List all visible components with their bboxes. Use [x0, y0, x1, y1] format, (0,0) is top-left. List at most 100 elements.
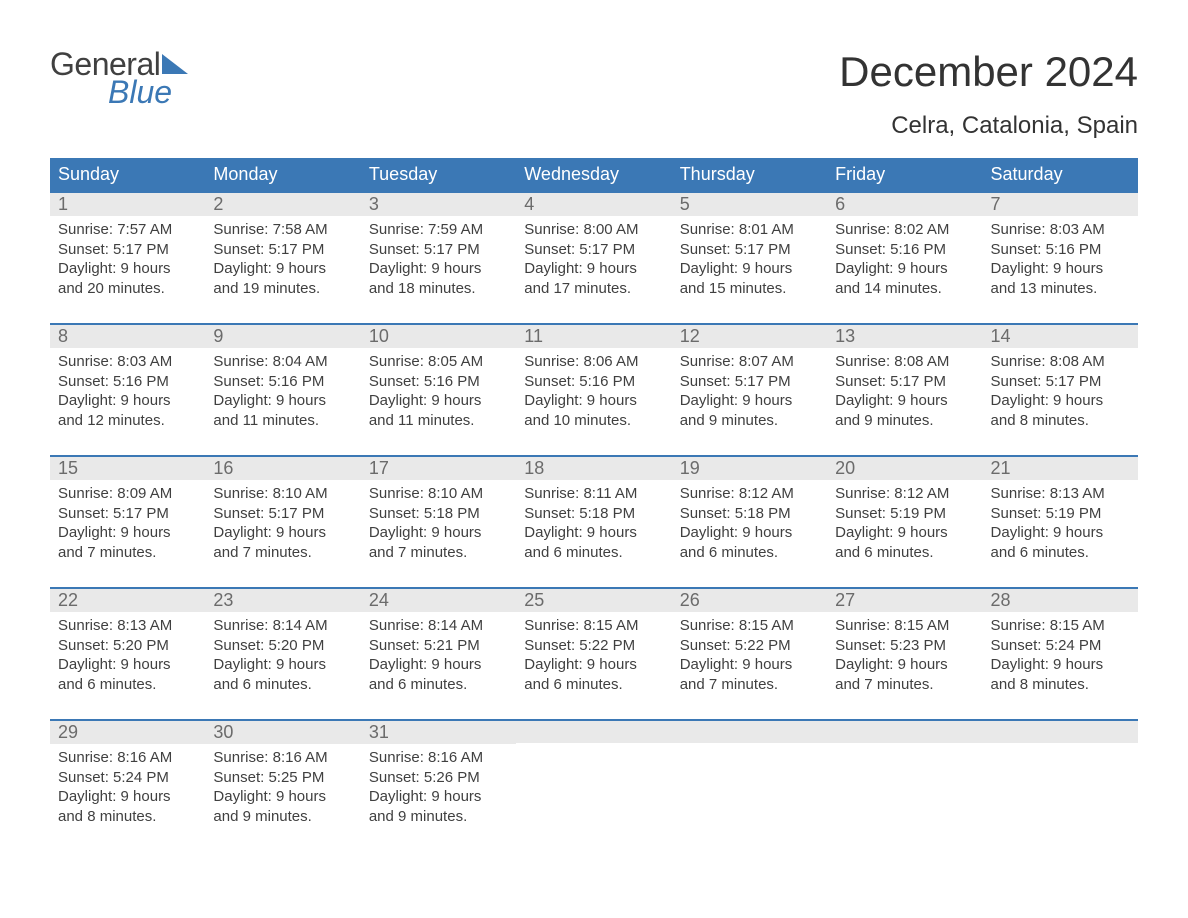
sunset-text: Sunset: 5:16 PM — [58, 372, 199, 392]
daylight-text: Daylight: 9 hours — [213, 787, 354, 807]
sunset-text: Sunset: 5:17 PM — [213, 504, 354, 524]
day-cell: 25Sunrise: 8:15 AMSunset: 5:22 PMDayligh… — [516, 589, 671, 707]
day-number: 10 — [361, 325, 516, 348]
day-cell: 17Sunrise: 8:10 AMSunset: 5:18 PMDayligh… — [361, 457, 516, 575]
daylight-text: and 20 minutes. — [58, 279, 199, 299]
dayheader-sunday: Sunday — [50, 158, 205, 191]
day-number: 27 — [827, 589, 982, 612]
day-cell: 14Sunrise: 8:08 AMSunset: 5:17 PMDayligh… — [983, 325, 1138, 443]
sunset-text: Sunset: 5:16 PM — [524, 372, 665, 392]
daylight-text: Daylight: 9 hours — [835, 391, 976, 411]
day-body: Sunrise: 8:01 AMSunset: 5:17 PMDaylight:… — [672, 216, 827, 302]
daylight-text: and 6 minutes. — [213, 675, 354, 695]
daylight-text: Daylight: 9 hours — [58, 655, 199, 675]
daylight-text: Daylight: 9 hours — [991, 655, 1132, 675]
sunrise-text: Sunrise: 8:04 AM — [213, 352, 354, 372]
dayheader-friday: Friday — [827, 158, 982, 191]
sunset-text: Sunset: 5:24 PM — [58, 768, 199, 788]
daylight-text: Daylight: 9 hours — [58, 391, 199, 411]
day-number: 23 — [205, 589, 360, 612]
day-body: Sunrise: 8:07 AMSunset: 5:17 PMDaylight:… — [672, 348, 827, 434]
day-number: 24 — [361, 589, 516, 612]
day-number: 30 — [205, 721, 360, 744]
daylight-text: and 9 minutes. — [213, 807, 354, 827]
day-body: Sunrise: 8:16 AMSunset: 5:26 PMDaylight:… — [361, 744, 516, 830]
sunrise-text: Sunrise: 7:59 AM — [369, 220, 510, 240]
day-body: Sunrise: 8:12 AMSunset: 5:18 PMDaylight:… — [672, 480, 827, 566]
daylight-text: Daylight: 9 hours — [58, 523, 199, 543]
daylight-text: and 7 minutes. — [369, 543, 510, 563]
day-cell: 3Sunrise: 7:59 AMSunset: 5:17 PMDaylight… — [361, 193, 516, 311]
day-body: Sunrise: 8:03 AMSunset: 5:16 PMDaylight:… — [50, 348, 205, 434]
day-cell: 24Sunrise: 8:14 AMSunset: 5:21 PMDayligh… — [361, 589, 516, 707]
daylight-text: and 6 minutes. — [58, 675, 199, 695]
day-cell — [672, 721, 827, 839]
daylight-text: Daylight: 9 hours — [991, 523, 1132, 543]
day-cell: 21Sunrise: 8:13 AMSunset: 5:19 PMDayligh… — [983, 457, 1138, 575]
day-cell: 2Sunrise: 7:58 AMSunset: 5:17 PMDaylight… — [205, 193, 360, 311]
daylight-text: Daylight: 9 hours — [369, 523, 510, 543]
day-body: Sunrise: 8:15 AMSunset: 5:23 PMDaylight:… — [827, 612, 982, 698]
daylight-text: Daylight: 9 hours — [213, 523, 354, 543]
daylight-text: Daylight: 9 hours — [213, 655, 354, 675]
day-cell: 28Sunrise: 8:15 AMSunset: 5:24 PMDayligh… — [983, 589, 1138, 707]
day-body: Sunrise: 8:14 AMSunset: 5:20 PMDaylight:… — [205, 612, 360, 698]
sunset-text: Sunset: 5:26 PM — [369, 768, 510, 788]
day-number: 22 — [50, 589, 205, 612]
daylight-text: Daylight: 9 hours — [835, 655, 976, 675]
day-number: 18 — [516, 457, 671, 480]
daylight-text: and 6 minutes. — [524, 543, 665, 563]
sunrise-text: Sunrise: 8:01 AM — [680, 220, 821, 240]
page-header: General Blue December 2024 Celra, Catalo… — [50, 48, 1138, 140]
day-number: 7 — [983, 193, 1138, 216]
daylight-text: and 19 minutes. — [213, 279, 354, 299]
daylight-text: and 7 minutes. — [835, 675, 976, 695]
week-row: 29Sunrise: 8:16 AMSunset: 5:24 PMDayligh… — [50, 719, 1138, 839]
daylight-text: and 13 minutes. — [991, 279, 1132, 299]
sunset-text: Sunset: 5:16 PM — [835, 240, 976, 260]
daylight-text: Daylight: 9 hours — [680, 523, 821, 543]
sunset-text: Sunset: 5:24 PM — [991, 636, 1132, 656]
day-body: Sunrise: 8:15 AMSunset: 5:24 PMDaylight:… — [983, 612, 1138, 698]
day-body: Sunrise: 8:06 AMSunset: 5:16 PMDaylight:… — [516, 348, 671, 434]
daylight-text: Daylight: 9 hours — [524, 523, 665, 543]
sunrise-text: Sunrise: 8:11 AM — [524, 484, 665, 504]
day-number: 4 — [516, 193, 671, 216]
sunrise-text: Sunrise: 8:16 AM — [369, 748, 510, 768]
sunrise-text: Sunrise: 8:06 AM — [524, 352, 665, 372]
week-row: 8Sunrise: 8:03 AMSunset: 5:16 PMDaylight… — [50, 323, 1138, 443]
sunset-text: Sunset: 5:17 PM — [524, 240, 665, 260]
daylight-text: and 6 minutes. — [835, 543, 976, 563]
daylight-text: Daylight: 9 hours — [680, 655, 821, 675]
day-number: 26 — [672, 589, 827, 612]
day-cell: 9Sunrise: 8:04 AMSunset: 5:16 PMDaylight… — [205, 325, 360, 443]
daylight-text: and 6 minutes. — [369, 675, 510, 695]
day-number — [516, 721, 671, 743]
title-block: December 2024 Celra, Catalonia, Spain — [839, 48, 1138, 140]
dayheader-row: Sunday Monday Tuesday Wednesday Thursday… — [50, 158, 1138, 191]
sunrise-text: Sunrise: 8:14 AM — [369, 616, 510, 636]
sunset-text: Sunset: 5:18 PM — [524, 504, 665, 524]
day-number: 8 — [50, 325, 205, 348]
weeks-container: 1Sunrise: 7:57 AMSunset: 5:17 PMDaylight… — [50, 191, 1138, 839]
sunrise-text: Sunrise: 8:15 AM — [524, 616, 665, 636]
day-body: Sunrise: 8:12 AMSunset: 5:19 PMDaylight:… — [827, 480, 982, 566]
day-body: Sunrise: 8:11 AMSunset: 5:18 PMDaylight:… — [516, 480, 671, 566]
day-cell: 6Sunrise: 8:02 AMSunset: 5:16 PMDaylight… — [827, 193, 982, 311]
daylight-text: Daylight: 9 hours — [58, 259, 199, 279]
daylight-text: and 12 minutes. — [58, 411, 199, 431]
day-body: Sunrise: 8:08 AMSunset: 5:17 PMDaylight:… — [983, 348, 1138, 434]
day-number: 12 — [672, 325, 827, 348]
daylight-text: and 8 minutes. — [991, 675, 1132, 695]
brand-word2: Blue — [108, 76, 188, 108]
day-cell: 29Sunrise: 8:16 AMSunset: 5:24 PMDayligh… — [50, 721, 205, 839]
daylight-text: Daylight: 9 hours — [991, 391, 1132, 411]
daylight-text: and 8 minutes. — [991, 411, 1132, 431]
day-number: 28 — [983, 589, 1138, 612]
day-body: Sunrise: 8:16 AMSunset: 5:24 PMDaylight:… — [50, 744, 205, 830]
day-body: Sunrise: 8:10 AMSunset: 5:18 PMDaylight:… — [361, 480, 516, 566]
daylight-text: and 6 minutes. — [680, 543, 821, 563]
sunset-text: Sunset: 5:25 PM — [213, 768, 354, 788]
sunset-text: Sunset: 5:17 PM — [369, 240, 510, 260]
sunrise-text: Sunrise: 8:15 AM — [680, 616, 821, 636]
